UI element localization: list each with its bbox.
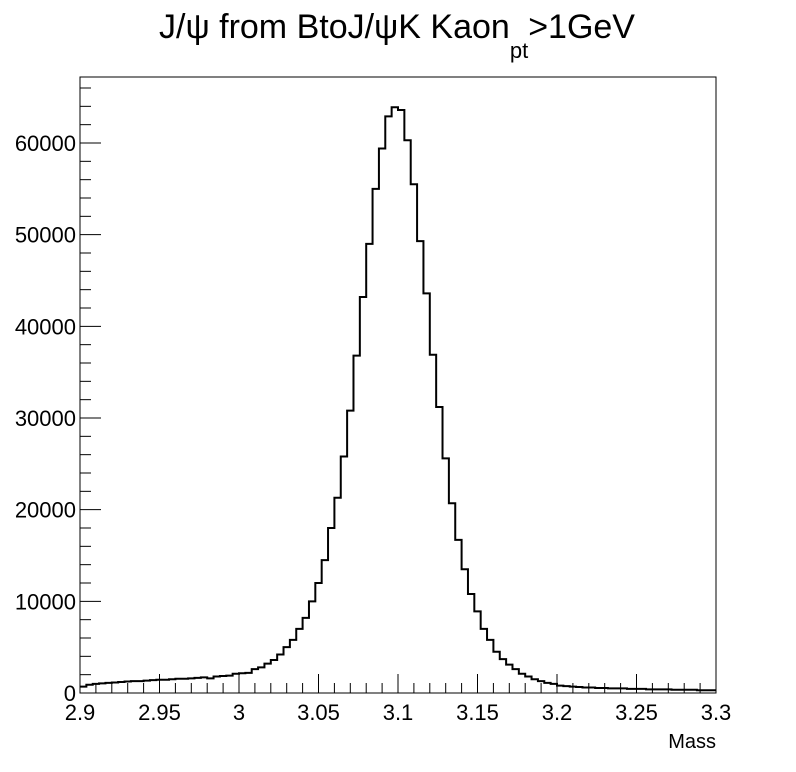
x-tick-label: 2.95	[138, 700, 181, 725]
title-main: J/ψ from BtoJ/ψK Kaon	[159, 8, 510, 46]
histogram-bin	[182, 679, 188, 693]
histogram-bin	[207, 678, 213, 693]
x-tick-label: 3.15	[456, 700, 499, 725]
x-tick-label: 3	[233, 700, 245, 725]
histogram-bin	[163, 680, 169, 693]
histogram-bin	[398, 110, 404, 693]
histogram-bin	[194, 678, 200, 693]
histogram-bin	[118, 682, 124, 693]
x-tick-label: 3.3	[701, 700, 732, 725]
histogram-bin	[258, 667, 264, 693]
histogram-bin	[271, 660, 277, 693]
x-tick-label: 3.05	[297, 700, 340, 725]
histogram-bin	[169, 679, 175, 693]
histogram-bin	[150, 680, 156, 693]
histogram-bin	[239, 673, 245, 693]
y-tick-label: 60000	[15, 131, 76, 156]
x-axis-tick-labels: 2.9 2.95 3 3.05 3.1 3.15 3.2 3.25 3.3	[65, 700, 732, 725]
histogram-bin	[137, 681, 143, 693]
y-tick-label: 40000	[15, 314, 76, 339]
histogram-bin	[379, 149, 385, 694]
histogram-bin	[417, 241, 423, 693]
y-tick-label: 30000	[15, 406, 76, 431]
histogram-bin	[131, 681, 137, 693]
title-suffix: >1GeV	[528, 8, 635, 46]
histogram-bin	[105, 683, 111, 693]
y-axis-ticks	[80, 87, 101, 694]
y-tick-label: 20000	[15, 498, 76, 523]
histogram-bin	[226, 676, 232, 693]
histogram-bins	[80, 107, 716, 693]
y-axis-tick-labels: 0 10000 20000 30000 40000 50000 60000	[15, 131, 76, 706]
histogram-bin	[112, 682, 118, 693]
histogram-bin	[411, 184, 417, 693]
histogram-bin	[366, 244, 372, 693]
x-axis-title: Mass	[668, 731, 716, 753]
histogram-bin	[144, 681, 150, 693]
plot-frame	[79, 76, 717, 694]
histogram-bin	[233, 674, 239, 693]
x-tick-label: 3.25	[615, 700, 658, 725]
histogram-bin	[245, 673, 251, 693]
y-tick-label: 0	[64, 681, 76, 706]
histogram-outline	[80, 106, 716, 692]
x-tick-label: 3.2	[542, 700, 573, 725]
x-tick-label: 2.9	[65, 700, 96, 725]
y-tick-label: 50000	[15, 223, 76, 248]
histogram-bin	[175, 679, 181, 693]
histogram-bin	[392, 107, 398, 693]
y-tick-label: 10000	[15, 589, 76, 614]
histogram-bin	[373, 189, 379, 693]
histogram-bin	[201, 677, 207, 693]
title-subscript: pt	[510, 38, 528, 63]
x-axis-ticks	[79, 674, 717, 693]
chart-title: J/ψ from BtoJ/ψK Kaonpt>1GeV	[159, 8, 635, 63]
histogram-bin	[385, 116, 391, 693]
histogram-bin	[404, 140, 410, 693]
x-tick-label: 3.1	[383, 700, 414, 725]
